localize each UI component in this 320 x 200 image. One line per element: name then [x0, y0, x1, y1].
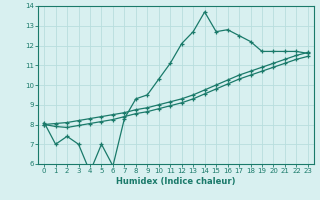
X-axis label: Humidex (Indice chaleur): Humidex (Indice chaleur)	[116, 177, 236, 186]
